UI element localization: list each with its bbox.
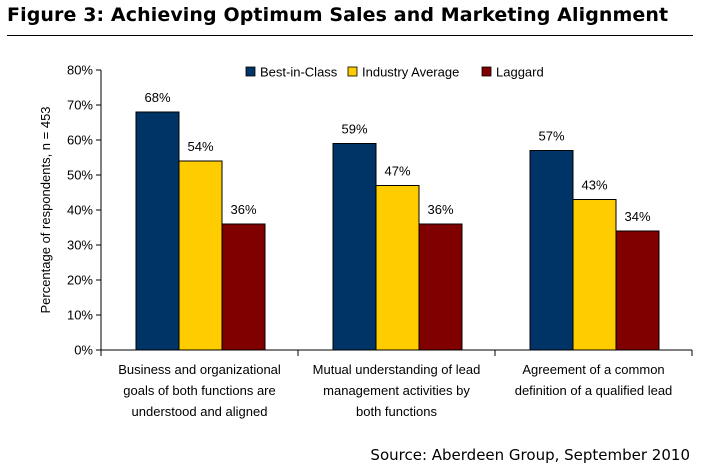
x-category-label-line: goals of both functions are [123,383,276,398]
title-divider [7,35,693,36]
y-tick-label: 20% [67,273,93,288]
legend-swatch [481,66,492,77]
y-axis: 0% 10% 20% 30% 40% 50% 60% 70% 80% [67,63,102,358]
bar-chart: Percentage of respondents, n = 453 0% 10%… [38,63,693,419]
x-category-label-line: Business and organizational [118,362,281,377]
bar-value-label: 57% [538,129,564,144]
bar [418,223,463,351]
y-tick-label: 0% [74,343,93,358]
legend-label: Laggard [496,65,544,80]
x-category-label: Mutual understanding of lead management a… [313,362,481,419]
y-tick-label: 60% [67,133,93,148]
bar-value-label: 36% [230,202,256,217]
bar-value-label: 47% [384,164,410,179]
bar-value-label: 68% [144,90,170,105]
x-category-label-line: both functions [356,404,437,419]
x-category-label-line: Mutual understanding of lead [313,362,481,377]
x-category-label-line: understood and aligned [132,404,268,419]
x-category-label: Business and organizational goals of both… [118,362,281,419]
y-tick-label: 50% [67,168,93,183]
bar-value-label: 59% [341,122,367,137]
x-category-label-line: definition of a qualified lead [515,383,673,398]
source-note: Source: Aberdeen Group, September 2010 [370,446,690,464]
y-tick-label: 10% [67,308,93,323]
bar [615,230,660,351]
bar-value-label: 34% [624,209,650,224]
y-tick-label: 30% [67,238,93,253]
legend: Best-in-Class Industry Average Laggard [245,65,544,80]
bar [135,111,180,351]
bar [375,185,420,351]
bar-value-label: 36% [427,202,453,217]
y-tick-label: 70% [67,98,93,113]
bar [529,150,574,351]
x-category-label-line: Agreement of a common [522,362,664,377]
y-axis-title: Percentage of respondents, n = 453 [38,106,53,313]
y-tick-label: 40% [67,203,93,218]
x-category-label-line: management activities by [323,383,470,398]
legend-label: Best-in-Class [260,65,338,80]
bar-value-label: 54% [187,139,213,154]
x-axis: Business and organizational goals of both… [100,349,693,419]
legend-label: Industry Average [362,65,459,80]
y-tick-label: 80% [67,63,93,78]
figure-title: Figure 3: Achieving Optimum Sales and Ma… [7,4,669,26]
bar [332,143,377,351]
bar [572,199,617,351]
bars: 68% 59% 57% 54% 47% 43% 36% 36% 34% [135,90,660,351]
legend-swatch [245,66,256,77]
x-category-label: Agreement of a common definition of a qua… [515,362,673,398]
y-axis-label: Percentage of respondents, n = 453 [38,106,53,313]
bar [178,160,223,351]
legend-swatch [347,66,358,77]
bar [221,223,266,351]
bar-value-label: 43% [581,178,607,193]
